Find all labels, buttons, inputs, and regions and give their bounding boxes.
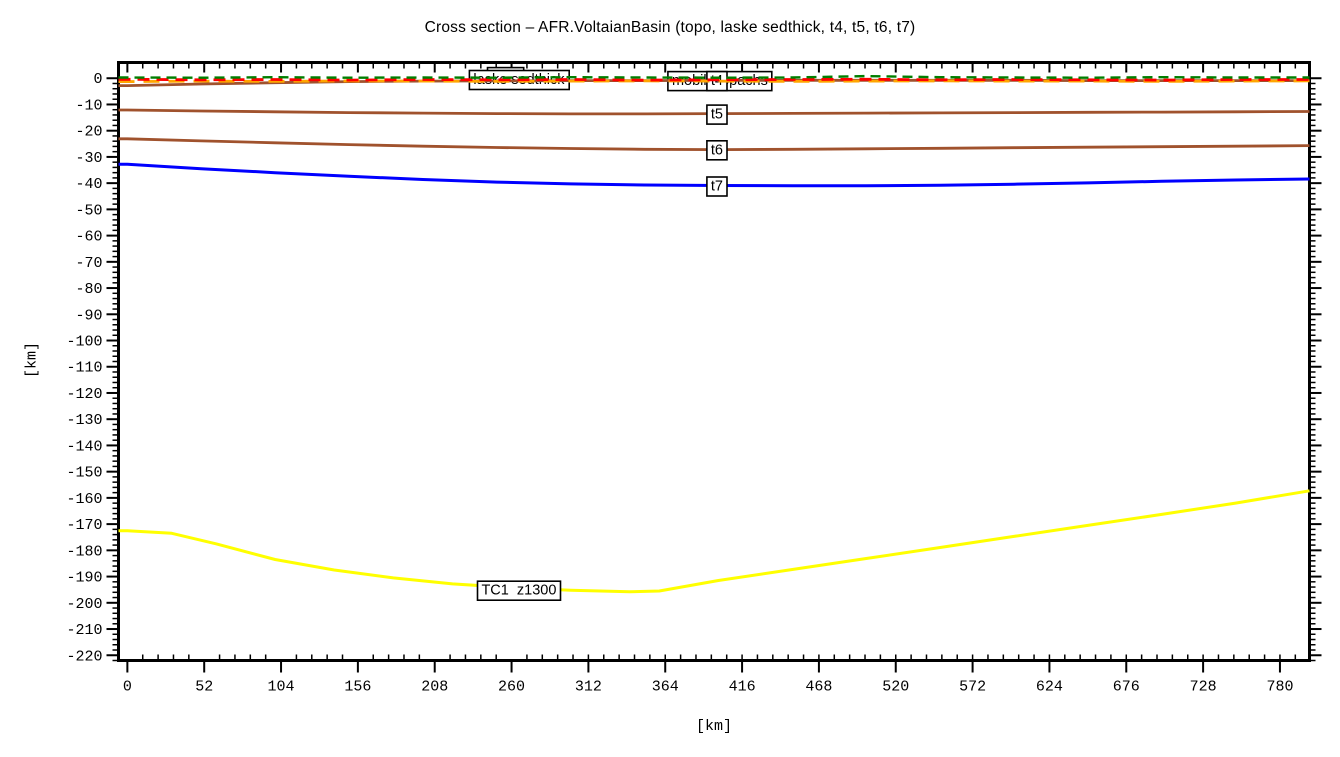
y-tick-label: -100	[66, 334, 102, 351]
x-tick-label: 260	[498, 679, 525, 696]
y-tick-label: -40	[75, 176, 102, 193]
x-tick-label: 0	[123, 679, 132, 696]
series-line-t6	[118, 137, 1310, 152]
y-tick-label: -200	[66, 596, 102, 613]
x-tick-label: 468	[805, 679, 832, 696]
y-tick-label: -190	[66, 570, 102, 587]
x-tick-label: 156	[344, 679, 371, 696]
series-line-TC1_z1300	[118, 489, 1310, 594]
x-tick-label: 624	[1036, 679, 1063, 696]
svg-text:t6: t6	[711, 142, 723, 158]
y-tick-label: -150	[66, 465, 102, 482]
y-tick-label: -120	[66, 386, 102, 403]
y-tick-label: -30	[75, 150, 102, 167]
y-tick-label: -210	[66, 622, 102, 639]
y-tick-label: -50	[75, 202, 102, 219]
y-tick-label: -220	[66, 648, 102, 665]
x-tick-label: 520	[882, 679, 909, 696]
y-tick-label: -60	[75, 229, 102, 246]
series-label-t7: t7	[706, 176, 728, 197]
y-tick-label: -160	[66, 491, 102, 508]
svg-text:TC1 z1300: TC1 z1300	[481, 583, 556, 599]
x-tick-label: 416	[729, 679, 756, 696]
series-line-topo	[118, 74, 1310, 79]
x-tick-label: 728	[1190, 679, 1217, 696]
svg-text:t7: t7	[711, 179, 723, 195]
x-tick-label: 676	[1113, 679, 1140, 696]
y-tick-label: -110	[66, 360, 102, 377]
y-tick-label: 0	[93, 71, 102, 88]
y-tick-label: -10	[75, 97, 102, 114]
svg-text:t5: t5	[711, 107, 723, 123]
x-tick-label: 104	[268, 679, 295, 696]
x-tick-label: 572	[959, 679, 986, 696]
series-line-t7	[118, 162, 1310, 188]
series-label-t6: t6	[706, 140, 728, 161]
series-line-laske_sedthick	[118, 77, 1310, 82]
y-tick-label: -80	[75, 281, 102, 298]
y-tick-label: -140	[66, 438, 102, 455]
y-tick-label: -70	[75, 255, 102, 272]
chart-title: Cross section – AFR.VoltaianBasin (topo,…	[424, 19, 916, 36]
x-tick-label: 52	[195, 679, 213, 696]
series-label-t5: t5	[706, 104, 728, 125]
y-tick-label: -170	[66, 517, 102, 534]
y-tick-label: -180	[66, 543, 102, 560]
series-label-tc1-z1300: TC1 z1300	[476, 580, 562, 602]
series-line-t5	[118, 108, 1310, 116]
y-tick-label: -20	[75, 124, 102, 141]
x-tick-label: 208	[421, 679, 448, 696]
axis-ticks: 0 52 104 156 208 260 312 364 416 468 520 572 624 676 7…	[66, 62, 1322, 696]
x-axis-label: [km]	[695, 718, 732, 735]
y-tick-label: -130	[66, 412, 102, 429]
y-tick-label: -90	[75, 307, 102, 324]
x-tick-label: 312	[575, 679, 602, 696]
x-tick-label: 780	[1266, 679, 1293, 696]
x-tick-label: 364	[652, 679, 679, 696]
